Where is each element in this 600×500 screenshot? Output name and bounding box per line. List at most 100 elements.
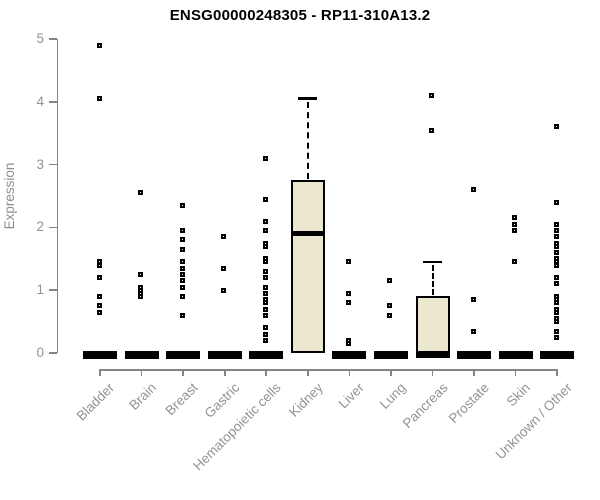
- whisker-cap: [423, 260, 443, 264]
- x-tick-label: Kidney: [285, 380, 326, 420]
- outlier-point: [553, 234, 559, 240]
- x-axis-tick: [99, 369, 101, 376]
- x-axis-tick: [348, 369, 351, 376]
- x-axis-tick: [473, 369, 475, 376]
- y-axis-tick: [48, 352, 57, 354]
- y-axis-tick: [48, 226, 57, 229]
- outlier-point: [345, 341, 351, 347]
- outlier-point: [221, 287, 227, 293]
- median-line: [415, 350, 450, 358]
- outlier-point: [553, 124, 559, 130]
- outlier-point: [553, 262, 559, 268]
- collapsed-box: [332, 350, 367, 359]
- outlier-point: [553, 334, 559, 340]
- y-tick-label: 1: [36, 282, 44, 298]
- outlier-point: [553, 309, 559, 315]
- x-axis-line: [99, 369, 559, 371]
- outlier-point: [138, 272, 144, 277]
- outlier-point: [262, 300, 268, 306]
- collapsed-box: [540, 350, 575, 359]
- outlier-point: [345, 290, 351, 296]
- y-tick-label: 0: [36, 345, 44, 360]
- y-axis-tick: [48, 289, 57, 291]
- outlier-point: [262, 218, 268, 224]
- outlier-point: [262, 325, 268, 331]
- outlier-point: [553, 275, 559, 281]
- collapsed-box: [166, 350, 201, 359]
- outlier-point: [179, 293, 185, 299]
- outlier-point: [96, 309, 102, 315]
- outlier-point: [179, 272, 185, 277]
- outlier-point: [345, 259, 351, 265]
- outlier-point: [512, 228, 518, 234]
- outlier-point: [138, 190, 144, 196]
- outlier-point: [96, 293, 102, 299]
- outlier-point: [179, 237, 185, 243]
- box: [290, 180, 325, 353]
- outlier-point: [470, 328, 476, 334]
- outlier-point: [96, 275, 102, 281]
- outlier-point: [179, 246, 185, 252]
- outlier-point: [179, 202, 185, 208]
- outlier-point: [553, 328, 559, 334]
- collapsed-box: [83, 350, 117, 359]
- outlier-point: [553, 319, 559, 325]
- x-axis-tick: [307, 369, 309, 376]
- outlier-point: [221, 234, 227, 240]
- x-tick-label: Unknown / Other: [492, 380, 575, 463]
- collapsed-box: [498, 350, 533, 359]
- y-tick-label: 5: [36, 31, 44, 46]
- outlier-point: [221, 265, 227, 271]
- x-axis-tick: [390, 369, 392, 376]
- outlier-point: [96, 42, 102, 48]
- outlier-point: [179, 228, 185, 234]
- outlier-point: [262, 243, 268, 249]
- collapsed-box: [249, 350, 284, 359]
- outlier-point: [553, 199, 559, 205]
- x-axis-tick: [140, 369, 143, 376]
- outlier-point: [262, 196, 268, 202]
- x-axis-tick: [556, 369, 559, 376]
- outlier-point: [179, 312, 185, 318]
- whisker-cap: [298, 97, 318, 100]
- outlier-point: [262, 337, 268, 343]
- x-tick-label: Liver: [335, 380, 368, 412]
- outlier-point: [470, 297, 476, 303]
- outlier-point: [96, 303, 102, 309]
- x-tick-label: Brain: [126, 380, 160, 413]
- outlier-point: [262, 312, 268, 318]
- outlier-point: [262, 259, 268, 265]
- outlier-point: [262, 268, 268, 274]
- chart-title: ENSG00000248305 - RP11-310A13.2: [169, 7, 431, 24]
- y-axis-tick: [48, 163, 57, 166]
- x-tick-label: Breast: [162, 380, 201, 419]
- outlier-point: [96, 96, 102, 102]
- whisker-line: [306, 101, 309, 180]
- y-tick-label: 4: [36, 93, 44, 109]
- outlier-point: [179, 284, 185, 290]
- y-axis-tick: [48, 38, 57, 40]
- outlier-point: [429, 127, 435, 133]
- x-tick-label: Bladder: [74, 380, 118, 424]
- outlier-point: [262, 228, 268, 234]
- outlier-point: [429, 93, 435, 99]
- outlier-point: [179, 265, 185, 271]
- x-axis-tick: [223, 369, 226, 376]
- collapsed-box: [207, 350, 242, 359]
- outlier-point: [553, 250, 559, 256]
- outlier-point: [470, 187, 476, 193]
- collapsed-box: [124, 350, 159, 359]
- x-tick-label: Prostate: [445, 380, 492, 427]
- box: [415, 296, 450, 353]
- x-axis-tick: [265, 369, 268, 376]
- outlier-point: [179, 278, 185, 284]
- x-axis-tick: [182, 369, 184, 376]
- outlier-point: [262, 284, 268, 290]
- outlier-point: [512, 221, 518, 227]
- outlier-point: [96, 262, 102, 268]
- outlier-point: [553, 281, 559, 287]
- y-axis-tick: [48, 101, 57, 103]
- whisker-line: [431, 264, 434, 296]
- outlier-point: [262, 155, 268, 161]
